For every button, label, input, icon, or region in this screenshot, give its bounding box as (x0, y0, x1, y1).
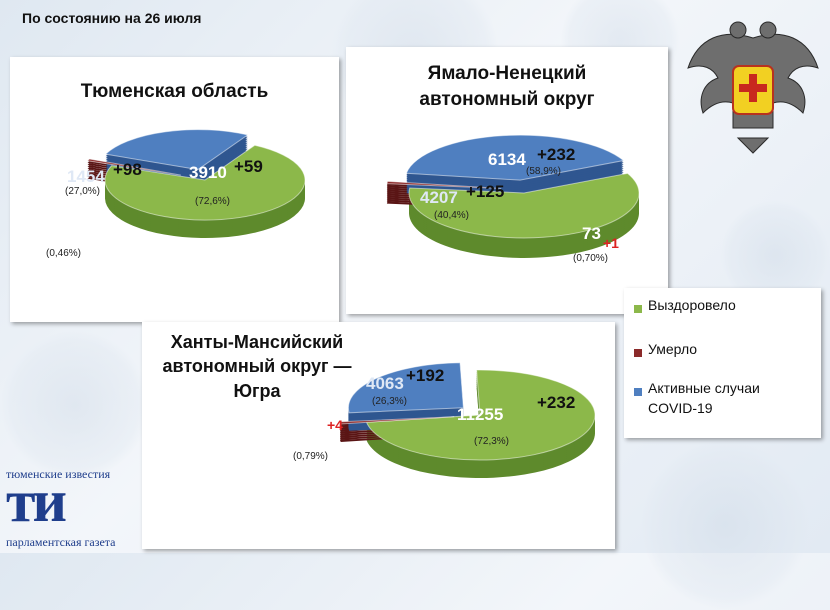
pie-slice-died (86, 158, 181, 176)
newspaper-logo: тюменские известия ти парламентская газе… (6, 467, 141, 549)
chart-title: Ямало-Ненецкий автономный округ (346, 61, 668, 112)
legend-label-died: Умерло (648, 341, 698, 357)
slice-value-died: 124 (292, 423, 321, 442)
slice-percent-died: (0,79%) (293, 451, 329, 462)
slice-value-active: 1454 (67, 167, 105, 186)
pie-slice-recovered (104, 144, 306, 221)
rospotrebnadzor-emblem (687, 21, 819, 154)
pie-slice-active (405, 134, 625, 181)
pie-slice-active (104, 129, 249, 171)
slice-value-active: 4207 (420, 188, 458, 207)
date-caption: По состоянию на 26 июля (22, 10, 202, 26)
chart-title-line: Ямало-Ненецкий (427, 63, 587, 84)
pie-chart-yamal (386, 134, 640, 258)
logo-bottom-text: парламентская газета (6, 535, 116, 549)
background-virus-decoration (0, 330, 150, 480)
legend-label-line: COVID-19 (648, 399, 713, 416)
slice-value-recovered: 11255 (457, 405, 504, 424)
chart-legend: Выздоровело Умерло Активные случаи COVID… (624, 288, 821, 438)
slice-value-recovered: 3910 (189, 163, 227, 182)
chart-title-line: Югра (233, 380, 281, 401)
legend-swatch-recovered (634, 305, 642, 313)
logo-letters: ти (6, 468, 67, 534)
slice-percent-recovered: (72,6%) (195, 196, 231, 207)
legend-label-line: Активные случаи (648, 380, 760, 396)
slice-value-active: 4063 (366, 374, 404, 393)
slice-delta-active: +125 (466, 182, 505, 201)
chart-title-line: Ханты-Мансийский (170, 332, 344, 352)
slice-value-died: 73 (582, 224, 601, 243)
pie-slice-died (339, 416, 455, 425)
legend-swatch-died (634, 349, 642, 357)
slice-percent-active: (40,4%) (434, 210, 470, 221)
slice-percent-active: (26,3%) (372, 396, 408, 407)
logo-top-text: тюменские известия (6, 467, 111, 481)
pie-chart-khmao (339, 362, 596, 478)
slice-percent-died: (0,46%) (46, 248, 82, 259)
slice-delta-recovered: +232 (537, 145, 576, 164)
slice-delta-died: +4 (327, 417, 343, 433)
slice-delta-active: +192 (406, 366, 445, 385)
slice-delta-recovered: +232 (537, 393, 576, 412)
slice-value-died: 25 (46, 225, 65, 244)
pie-slice-recovered (365, 369, 596, 461)
slice-delta-died: +1 (603, 235, 619, 251)
chart-title: Ханты-Мансийский автономный округ — Югра (142, 330, 372, 403)
slice-delta-recovered: +59 (234, 157, 263, 176)
background-virus-decoration (640, 440, 810, 610)
slice-percent-recovered: (58,9%) (526, 166, 562, 177)
pie-chart-tyumen (86, 129, 306, 238)
pie-slice-recovered (408, 172, 640, 239)
slice-delta-active: +98 (113, 160, 142, 179)
chart-title: Тюменская область (80, 81, 269, 102)
legend-swatch-active (634, 388, 642, 396)
legend-label-recovered: Выздоровело (648, 297, 736, 313)
slice-percent-active: (27,0%) (65, 186, 101, 197)
slice-value-recovered: 6134 (488, 150, 526, 169)
slice-percent-recovered: (72,3%) (474, 436, 510, 447)
chart-title-line: автономный округ — (162, 356, 352, 377)
pie-slice-active (347, 362, 464, 414)
slice-percent-died: (0,70%) (573, 253, 609, 264)
legend-label-active: Активные случаи COVID-19 (648, 379, 760, 418)
pie-slice-died (386, 180, 502, 190)
chart-title-line: автономный округ (419, 88, 595, 110)
